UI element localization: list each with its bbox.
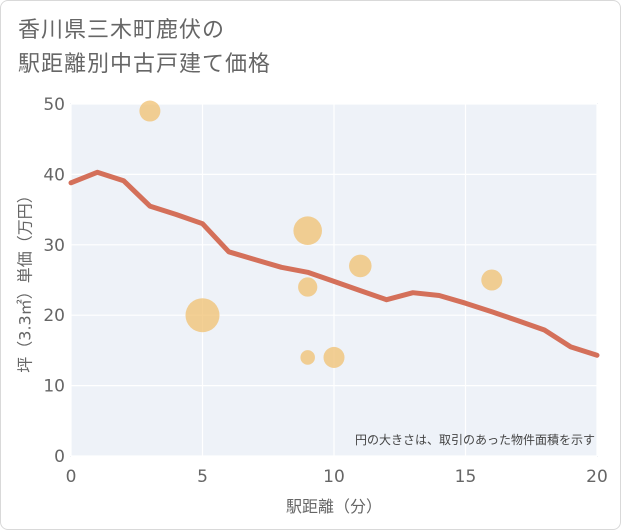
chart-title-line-1: 香川県三木町鹿伏の	[18, 18, 226, 43]
gridlines	[70, 103, 598, 457]
bubble-point	[300, 350, 315, 365]
bubble-point	[298, 277, 318, 297]
y-tick-label: 50	[43, 95, 65, 115]
chart-title-line-2: 駅距離別中古戸建て価格	[18, 52, 272, 77]
y-tick-label: 20	[43, 306, 65, 326]
x-tick-label: 20	[586, 467, 608, 487]
bubble-point	[139, 100, 161, 122]
y-tick-label: 40	[43, 165, 65, 185]
x-tick-label: 5	[197, 467, 208, 487]
bubble-point	[349, 254, 372, 278]
y-tick-label: 10	[43, 377, 65, 397]
bubble-size-note: 円の大きさは、取引のあった物件面積を示す	[355, 432, 595, 447]
x-tick-labels: 0 5 10 15 20	[66, 467, 608, 487]
bubble-point	[481, 269, 503, 291]
x-tick-label: 10	[323, 467, 345, 487]
bubble-point	[293, 216, 322, 246]
y-tick-labels: 0 10 20 30 40 50	[43, 95, 65, 467]
y-axis-label: 坪（3.3㎡）単価（万円）	[16, 187, 35, 372]
bubble-point	[185, 298, 220, 333]
y-tick-label: 30	[43, 236, 65, 256]
bubble-series	[139, 100, 503, 368]
bubble-point	[323, 346, 345, 368]
trend-line	[68, 169, 600, 358]
x-tick-label: 0	[66, 467, 77, 487]
y-tick-label: 0	[54, 447, 65, 467]
chart-title: 香川県三木町鹿伏の 駅距離別中古戸建て価格	[18, 14, 271, 82]
x-axis-label: 駅距離（分）	[286, 497, 382, 516]
x-tick-label: 15	[455, 467, 477, 487]
